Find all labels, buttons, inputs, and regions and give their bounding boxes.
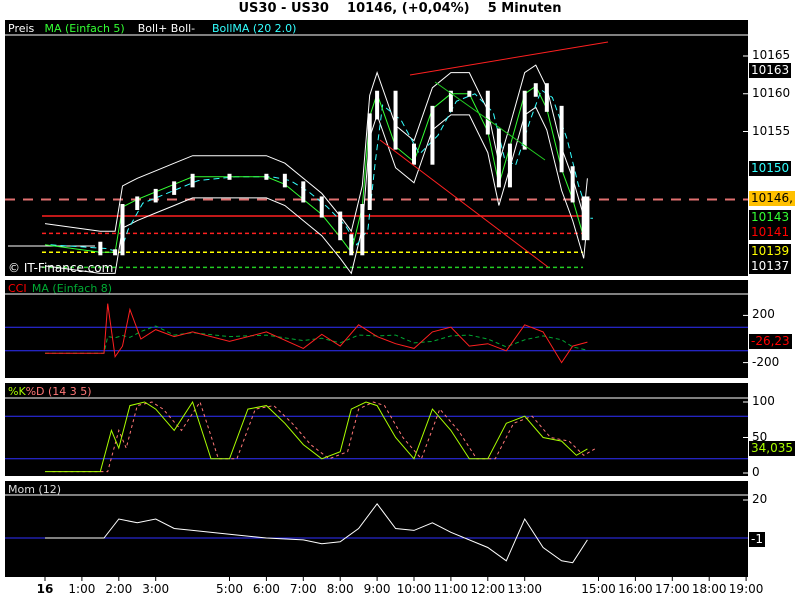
price-candle <box>227 173 232 180</box>
price-candle <box>360 204 365 256</box>
price-candle <box>375 90 380 120</box>
main-value-label: 10163 <box>749 63 792 79</box>
price-candle <box>485 90 490 135</box>
stoch-value-label: 34,035 <box>749 440 795 456</box>
price-candle <box>544 83 549 112</box>
bollinger-upper <box>44 64 588 233</box>
momentum-line <box>45 502 588 564</box>
main-value-label: 10146, <box>749 191 795 207</box>
price-candle <box>98 241 103 256</box>
price-candle <box>448 90 453 112</box>
stoch-y-tick-label: 100 <box>752 394 775 408</box>
main-y-tick-label: 10160 <box>752 85 791 100</box>
x-tick-label: 2:00 <box>105 582 133 596</box>
mom-legend-item: Mom (12) <box>8 483 62 496</box>
stoch-y-tick-label: 50 <box>752 429 768 444</box>
x-tick-label: 7:00 <box>289 582 317 596</box>
x-tick-label: 12:00 <box>470 582 506 596</box>
price-candle <box>570 166 575 203</box>
main-value-label: 10143 <box>749 210 792 226</box>
x-tick-label: 19:00 <box>728 582 764 596</box>
trendline-upper <box>409 41 609 76</box>
price-candle <box>264 173 269 180</box>
x-tick-label: 8:00 <box>326 582 354 596</box>
x-tick-label: 17:00 <box>655 582 690 596</box>
price-candle <box>522 90 527 150</box>
x-tick-label: 10:00 <box>396 582 432 596</box>
stoch-legend-item: %D (14 3 5) <box>25 385 92 398</box>
mom-panel <box>5 481 748 577</box>
main-value-label: 10137 <box>749 259 792 275</box>
price-candle <box>393 90 398 150</box>
watermark: © IT-Finance.com <box>8 261 114 275</box>
price-candle <box>113 249 118 256</box>
main-value-label: 10139 <box>749 244 792 260</box>
main-y-tick-label: 10155 <box>752 123 791 138</box>
price-candle <box>153 188 158 203</box>
mom-y-tick-label: 20 <box>752 492 768 506</box>
price-candle <box>507 143 512 188</box>
main-value-label: 10150 <box>749 161 792 177</box>
main-value-label: 10141 <box>749 225 792 241</box>
price-candle <box>301 181 306 203</box>
price-candle <box>559 105 564 173</box>
cci-ma-line <box>45 325 588 354</box>
chart-title: US30 - US30 10146, (+0,04%) 5 Minuten <box>238 1 562 16</box>
price-candle <box>349 234 354 256</box>
x-tick-label: 13:00 <box>507 582 542 596</box>
main-y-tick-label: 10165 <box>752 48 791 62</box>
price-candle <box>585 196 590 241</box>
price-candle <box>135 196 140 210</box>
price-candle <box>412 143 416 165</box>
stoch-legend-item: %K <box>8 385 26 398</box>
cci-legend-item: CCI <box>8 282 27 295</box>
x-tick-label: 15:00 <box>581 582 616 596</box>
stoch-d-line <box>52 400 596 473</box>
price-candle <box>120 204 125 256</box>
mom-value-label: -1 <box>749 531 765 547</box>
x-tick-label: 3:00 <box>142 582 170 596</box>
price-candle <box>467 90 472 97</box>
cci-y-tick-label: -200 <box>752 354 780 369</box>
price-candle <box>282 173 287 188</box>
main-panel <box>5 20 748 276</box>
main-legend-item: Boll+ Boll- <box>137 22 196 35</box>
x-tick-label: 9:00 <box>363 582 391 596</box>
price-candle <box>581 196 586 241</box>
x-tick-label: 1:00 <box>68 582 96 596</box>
stoch-panel <box>5 383 748 476</box>
price-candle <box>190 173 195 188</box>
cci-panel <box>5 280 748 378</box>
price-candle <box>367 113 372 210</box>
main-legend-item: Preis <box>8 22 35 35</box>
trendline-green <box>434 81 546 161</box>
price-candle <box>319 196 324 218</box>
price-candle <box>496 128 501 188</box>
cci-value-label: -26,23 <box>749 334 792 350</box>
main-legend-item: MA (Einfach 5) <box>44 22 125 35</box>
stoch-k-line <box>45 400 588 473</box>
x-tick-label: 16 <box>36 582 54 596</box>
price-candle <box>533 83 538 97</box>
cci-legend-item: MA (Einfach 8) <box>31 282 113 295</box>
main-legend-item: BollMA (20 2.0) <box>212 22 297 35</box>
price-candle <box>172 181 177 195</box>
x-tick-label: 16:00 <box>618 582 653 596</box>
x-tick-label: 18:00 <box>691 582 727 596</box>
stoch-y-tick-label: 0 <box>752 465 760 479</box>
boll-ma-line <box>50 89 593 253</box>
x-tick-label: 6:00 <box>252 582 280 596</box>
x-tick-label: 11:00 <box>433 582 469 596</box>
cci-line <box>45 303 588 364</box>
cci-y-tick-label: 200 <box>752 307 775 322</box>
price-candle <box>430 105 435 165</box>
trendline-lower <box>379 139 549 268</box>
x-tick-label: 5:00 <box>216 582 243 596</box>
price-candle <box>338 211 343 241</box>
